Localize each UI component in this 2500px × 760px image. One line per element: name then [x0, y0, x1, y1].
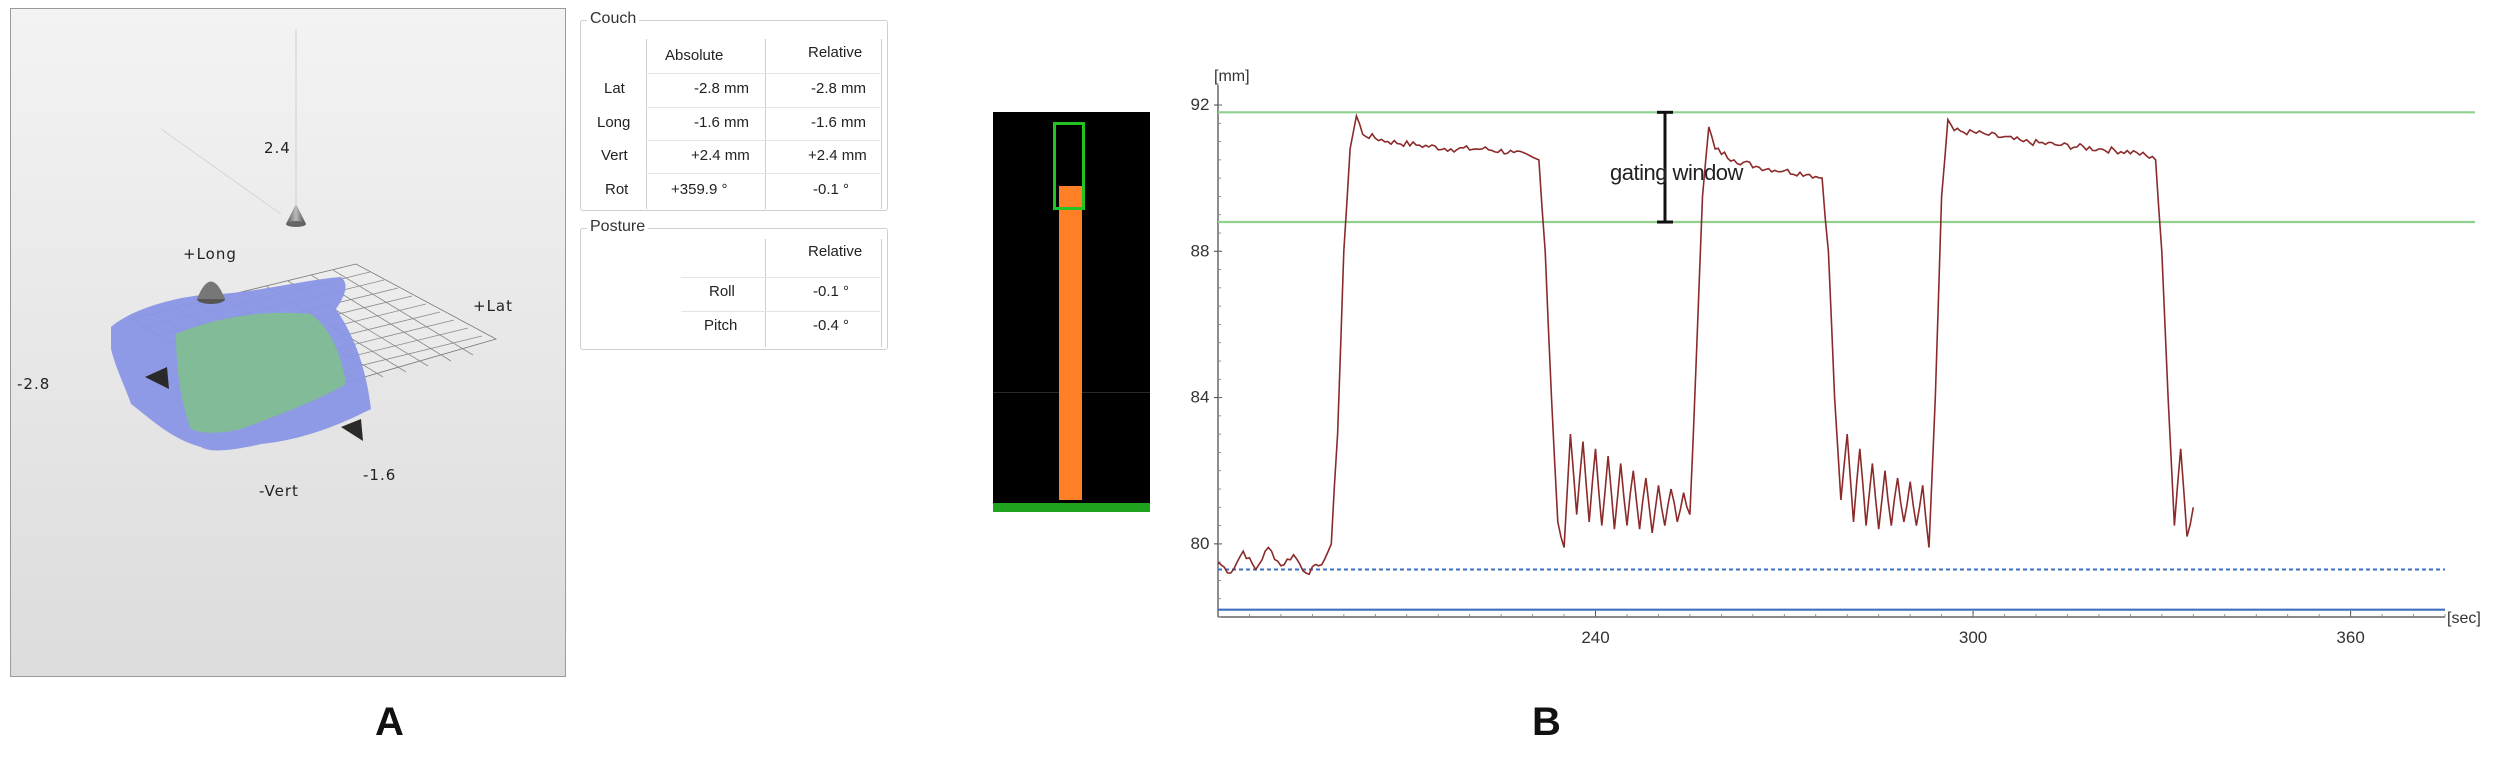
breathing-level-gauge [993, 112, 1150, 512]
couch-vert-relative: +2.4 mm [808, 147, 867, 164]
surface-3d-render [111, 29, 498, 451]
y-tick-label: 80 [1191, 534, 1210, 553]
axis-cone-lat [145, 367, 169, 389]
y-tick-label: 88 [1191, 241, 1210, 260]
y-tick-label: 84 [1191, 388, 1210, 407]
posture-group: Posture Relative Roll -0.1 ° Pitch -0.4 … [580, 218, 888, 350]
couch-rot-relative: -0.1 ° [813, 181, 850, 198]
posture-pitch-relative: -0.4 ° [813, 317, 850, 334]
panel-label-b: B [1532, 700, 1561, 744]
axis-label-lat-value: -2.8 [17, 375, 51, 393]
x-tick-label: 240 [1581, 628, 1609, 647]
couch-row-label-lat: Lat [604, 80, 625, 97]
posture-title: Posture [587, 218, 649, 236]
surface-3d-viewer[interactable]: 2.4 +Long +Lat -2.8 -1.6 -Vert [10, 8, 566, 677]
x-axis-unit-label: [sec] [2447, 610, 2481, 627]
posture-row-label-roll: Roll [709, 283, 735, 300]
x-tick-label: 360 [2336, 628, 2364, 647]
couch-row-label-rot: Rot [605, 181, 629, 198]
axis-label-minus-vert: -Vert [259, 482, 299, 500]
y-axis-unit-label: [mm] [1214, 68, 1250, 85]
x-tick-label: 300 [1959, 628, 1987, 647]
gating-window-box [1053, 122, 1085, 210]
couch-lat-absolute: -2.8 mm [694, 80, 750, 97]
couch-row-label-vert: Vert [601, 147, 628, 164]
couch-long-absolute: -1.6 mm [694, 114, 750, 131]
couch-vert-absolute: +2.4 mm [691, 147, 750, 164]
couch-row-label-long: Long [597, 114, 631, 131]
couch-rot-absolute: +359.9 ° [671, 181, 728, 198]
posture-header-relative: Relative [808, 243, 863, 260]
couch-title: Couch [587, 10, 640, 28]
axis-cone-long [197, 281, 225, 304]
breathing-trace-line [1217, 113, 2195, 576]
couch-lat-relative: -2.8 mm [811, 80, 867, 97]
gating-window-label: gating window [1610, 160, 1743, 185]
posture-row-label-pitch: Pitch [704, 317, 738, 334]
axis-cone-top [286, 204, 306, 227]
axis-label-plus-long: +Long [183, 245, 237, 263]
axis-cone-vert [341, 419, 363, 441]
posture-roll-relative: -0.1 ° [813, 283, 850, 300]
axis-label-long-value: -1.6 [363, 466, 397, 484]
body-surface-green [176, 312, 346, 433]
gauge-baseline [993, 503, 1150, 512]
couch-group: Couch Absolute Relative Lat -2.8 mm -2.8… [580, 10, 888, 211]
panel-label-a: A [375, 700, 404, 744]
axis-label-plus-lat: +Lat [473, 297, 513, 315]
axis-label-vert-value: 2.4 [264, 139, 291, 157]
breathing-trace-chart: 92 88 84 80 240 300 360 [mm] [sec] [1191, 68, 2481, 647]
couch-long-relative: -1.6 mm [811, 114, 867, 131]
breathing-level-bar [1059, 186, 1082, 500]
y-tick-label: 92 [1191, 95, 1210, 114]
couch-header-absolute: Absolute [665, 47, 724, 64]
couch-header-relative: Relative [808, 44, 863, 61]
